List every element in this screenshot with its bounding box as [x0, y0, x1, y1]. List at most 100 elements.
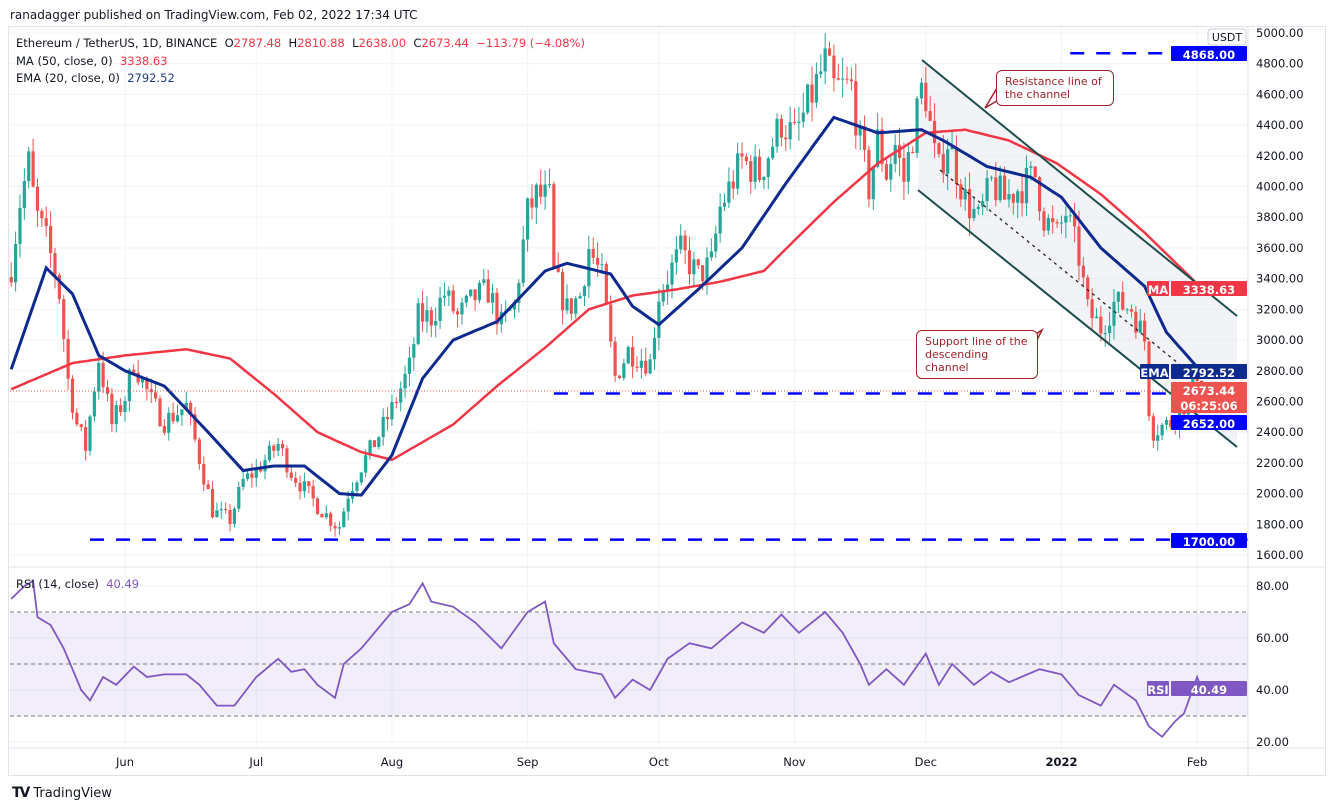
ema-label-badge[interactable]: EMA [1140, 364, 1169, 380]
rsi-value-badge[interactable]: 40.49 [1171, 681, 1247, 697]
candle-down [1081, 265, 1085, 278]
candle-up [976, 206, 980, 209]
ma-legend-label: MA (50, close, 0) [16, 54, 113, 68]
rsi-legend-label: RSI (14, close) [16, 577, 99, 591]
candle-down [862, 126, 867, 150]
candle-down [749, 161, 753, 182]
candle-up [547, 184, 552, 186]
ma-value-badge-text: 3338.63 [1183, 283, 1235, 297]
candle-down [119, 405, 123, 412]
ma-label-badge-text: MA [1148, 283, 1168, 297]
candle-down [333, 525, 337, 529]
time-tick-label: Dec [915, 755, 937, 769]
candle-up [797, 121, 801, 123]
candle-up [876, 129, 880, 167]
candle-down [105, 387, 110, 394]
candle-down [744, 156, 748, 162]
candle-up [718, 206, 722, 234]
candle-down [1037, 177, 1042, 212]
ma-label-badge[interactable]: MA [1147, 281, 1169, 297]
candle-up [377, 437, 381, 447]
candle-down [372, 440, 377, 447]
tradingview-logo[interactable]: TV TradingView [12, 785, 112, 801]
time-tick-label: 2022 [1045, 755, 1077, 769]
rsi-label-badge-bg [1147, 681, 1169, 696]
candle-up [27, 151, 31, 182]
level-high-badge[interactable]: 4868.00 [1171, 46, 1247, 62]
candle-up [766, 158, 770, 177]
candle-down [1055, 222, 1059, 224]
resistance-annotation[interactable]: Resistance line of the channel [996, 70, 1114, 106]
candle-down [162, 426, 166, 433]
level-low-badge[interactable]: 1700.00 [1171, 533, 1247, 549]
rsi-label-badge[interactable]: RSI [1147, 681, 1169, 697]
candle-down [84, 427, 88, 451]
candle-up [97, 362, 101, 392]
candle-up [666, 284, 670, 292]
candle-up [355, 482, 359, 491]
candle-up [219, 509, 223, 511]
candle-up [565, 298, 569, 311]
candle-up [88, 416, 92, 451]
ma-label-badge-bg [1147, 281, 1169, 296]
candle-down [1011, 194, 1015, 203]
candle-up [412, 344, 416, 358]
candle-down [644, 360, 648, 374]
candle-up [652, 337, 657, 360]
candle-down [289, 472, 293, 478]
candle-down [635, 366, 639, 368]
price-axis-ticks: 5000.00 4800.00 4600.00 4400.00 4200.00 4000.… [1256, 26, 1304, 562]
candle-up [267, 445, 272, 461]
candle-up [871, 166, 875, 200]
candle-down [631, 347, 635, 367]
last-price-badge-text: 06:25:06 [1180, 399, 1237, 413]
candle-up [600, 264, 604, 266]
close-value: 2673.44 [421, 36, 469, 50]
level-low-badge-bg [1171, 533, 1247, 548]
rsi-legend-value: 40.49 [106, 577, 140, 591]
symbol-legend: Ethereum / TetherUS, 1D, BINANCE O2787.4… [16, 36, 585, 50]
candle-up [232, 508, 236, 524]
ema20-line [9, 115, 1203, 497]
change-value: −113.79 (−4.08%) [476, 36, 585, 50]
candle-down [810, 84, 814, 103]
ma-value-badge[interactable]: 3338.63 [1171, 281, 1247, 297]
candle-down [101, 362, 105, 388]
candle-up [22, 181, 26, 209]
support-annotation[interactable]: Support line of the descending channel [916, 330, 1038, 379]
ema-legend[interactable]: EMA (20, close, 0) 2792.52 [16, 71, 175, 85]
candle-down [193, 414, 197, 440]
candle-up [714, 233, 718, 252]
candle-down [280, 443, 285, 449]
candle-down [70, 378, 75, 413]
ma-legend[interactable]: MA (50, close, 0) 3338.63 [16, 54, 168, 68]
candle-up [180, 409, 184, 416]
candle-down [53, 253, 57, 276]
candle-down [294, 477, 298, 483]
candle-down [197, 439, 201, 464]
price-tick-label: 4600.00 [1256, 87, 1304, 101]
rsi-legend[interactable]: RSI (14, close) 40.49 [16, 577, 139, 591]
candle-down [473, 289, 477, 301]
symbol-title: Ethereum / TetherUS, 1D, BINANCE [16, 36, 218, 50]
ema-legend-label: EMA (20, close, 0) [16, 71, 120, 85]
candle-up [477, 282, 482, 301]
candle-down [1033, 166, 1037, 178]
candle-up [407, 357, 412, 374]
level-mid-badge[interactable]: 2652.00 [1171, 415, 1247, 431]
candle-down [596, 257, 600, 265]
ema-value-badge[interactable]: 2792.52 [1171, 364, 1247, 380]
time-axis-ticks: Jun Jul Aug Sep Oct Nov Dec 2022 Feb [115, 755, 1207, 769]
candle-down [1051, 218, 1055, 223]
candle-up [364, 455, 368, 473]
candle-up [337, 527, 342, 529]
candle-up [447, 290, 451, 296]
candle-up [245, 473, 250, 479]
candle-up [534, 184, 538, 208]
candle-up [482, 279, 486, 283]
candle-up [819, 71, 823, 75]
candle-up [919, 82, 924, 99]
candle-up [814, 74, 819, 103]
